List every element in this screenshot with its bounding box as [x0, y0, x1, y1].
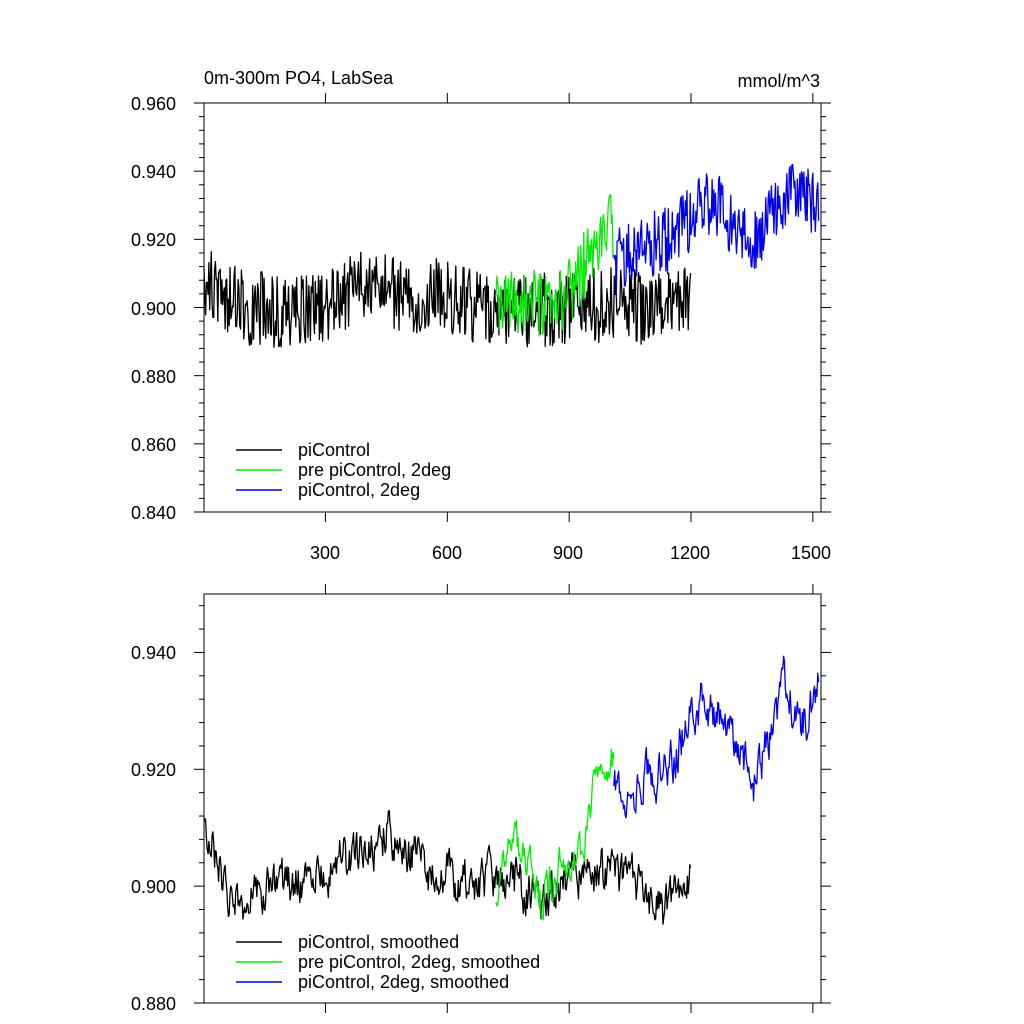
bottom-y-tick-label: 0.880 — [131, 994, 176, 1014]
series-line-picontrol-2deg — [613, 163, 820, 298]
top-y-tick-label: 0.920 — [131, 230, 176, 250]
top-y-tick-label: 0.840 — [131, 503, 176, 523]
top-x-tick-labels: 300 600 900 1200 1500 — [310, 543, 831, 563]
bottom-ticks-group — [194, 584, 831, 1013]
legend-label: piControl, 2deg, smoothed — [298, 972, 509, 992]
top-title-right: mmol/m^3 — [738, 71, 820, 91]
top-y-tick-label: 0.960 — [131, 94, 176, 114]
legend-label: pre piControl, 2deg — [298, 460, 451, 480]
top-title-left: 0m-300m PO4, LabSea — [204, 68, 394, 88]
bottom-series-group — [203, 655, 820, 925]
top-plot-frame — [203, 102, 822, 513]
top-x-tick-label: 600 — [432, 543, 462, 563]
bottom-y-tick-label: 0.940 — [131, 643, 176, 663]
series-line-picontrol-smoothed — [203, 809, 692, 925]
top-ticks-group — [194, 93, 831, 522]
series-line-pre-picontrol-2deg — [495, 194, 615, 337]
bottom-panel: 0.880 0.900 0.920 0.940 piControl, smoot… — [131, 584, 831, 1014]
legend-label: pre piControl, 2deg, smoothed — [298, 952, 540, 972]
legend-label: piControl, 2deg — [298, 480, 420, 500]
legend-label: piControl, smoothed — [298, 932, 459, 952]
series-line-pre-picontrol-2deg-smoothed — [495, 748, 615, 921]
bottom-plot-frame — [203, 593, 822, 1004]
top-y-tick-label: 0.900 — [131, 299, 176, 319]
top-y-tick-label: 0.880 — [131, 367, 176, 387]
bottom-y-tick-label: 0.920 — [131, 760, 176, 780]
top-x-tick-label: 1500 — [791, 543, 831, 563]
bottom-y-tick-label: 0.900 — [131, 877, 176, 897]
top-x-tick-label: 1200 — [670, 543, 710, 563]
top-series-group — [203, 163, 820, 348]
top-y-tick-label: 0.860 — [131, 435, 176, 455]
top-y-tick-labels: 0.840 0.860 0.880 0.900 0.920 0.940 0.96… — [131, 94, 176, 523]
series-line-picontrol — [203, 250, 692, 348]
top-y-tick-label: 0.940 — [131, 162, 176, 182]
series-line-picontrol-2deg-smoothed — [613, 655, 820, 819]
top-x-tick-label: 900 — [553, 543, 583, 563]
bottom-y-tick-labels: 0.880 0.900 0.920 0.940 — [131, 643, 176, 1014]
legend-label: piControl — [298, 440, 370, 460]
top-x-tick-label: 300 — [310, 543, 340, 563]
top-panel: 0m-300m PO4, LabSea mmol/m^3 0.840 0.860… — [131, 68, 831, 563]
bottom-legend: piControl, smoothed pre piControl, 2deg,… — [236, 932, 540, 992]
top-legend: piControl pre piControl, 2deg piControl,… — [236, 440, 451, 500]
